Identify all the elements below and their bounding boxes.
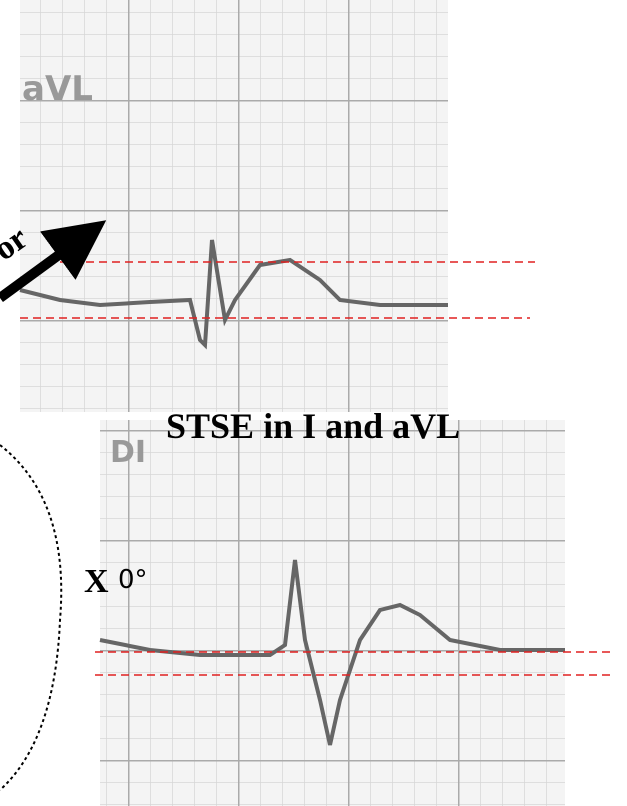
reference-lines <box>20 261 615 676</box>
ecg-trace <box>19 239 448 350</box>
grid <box>20 0 448 412</box>
lead-label: DI <box>110 435 146 470</box>
top-strip: aVL <box>19 0 448 412</box>
lead-label: aVL <box>22 69 93 109</box>
degree-label: 0° <box>118 565 148 595</box>
bottom-strip: DI <box>99 420 565 806</box>
arrow <box>0 220 107 303</box>
axis-circle <box>0 444 63 791</box>
axis-label: X <box>84 563 109 600</box>
grid <box>100 420 565 806</box>
caption: STSE in I and aVL <box>166 406 460 446</box>
ecg-trace <box>99 559 565 746</box>
